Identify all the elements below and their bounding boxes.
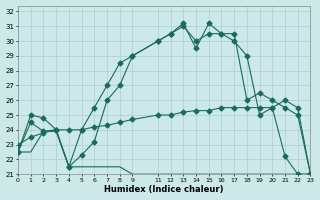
X-axis label: Humidex (Indice chaleur): Humidex (Indice chaleur) bbox=[105, 185, 224, 194]
